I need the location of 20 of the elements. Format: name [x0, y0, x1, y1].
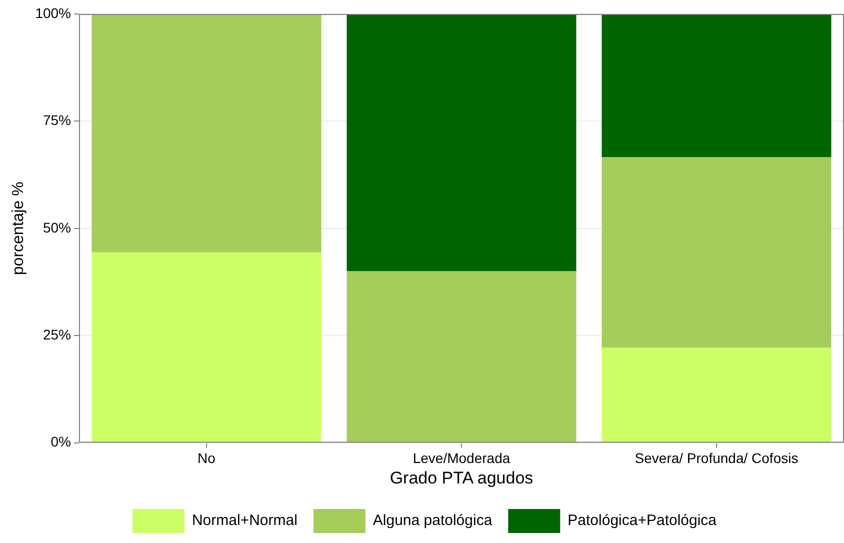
y-tick-label: 50%: [42, 219, 72, 236]
legend-label: Patológica+Patológica: [568, 512, 718, 530]
bar: [602, 348, 832, 442]
bar: [92, 14, 322, 252]
y-axis-title: porcentaje %: [10, 182, 28, 276]
y-tick-label: 25%: [42, 326, 72, 342]
y-tick-label: 75%: [42, 112, 72, 128]
y-tick-label: 100%: [35, 4, 72, 21]
x-tick-label: Severa/ Profunda/ Cofosis: [634, 450, 798, 466]
bar: [346, 271, 576, 442]
x-tick-label: No: [198, 450, 216, 466]
bar: [602, 157, 832, 348]
bar: [92, 252, 322, 442]
legend-label: Normal+Normal: [192, 512, 298, 530]
bar: [346, 14, 576, 272]
x-tick-label: Leve/Moderada: [412, 450, 510, 466]
bar: [602, 14, 832, 158]
y-tick-label: 0%: [50, 434, 72, 450]
legend-label: Alguna patológica: [372, 512, 493, 530]
x-axis-title: Grado PTA agudos: [390, 468, 534, 488]
